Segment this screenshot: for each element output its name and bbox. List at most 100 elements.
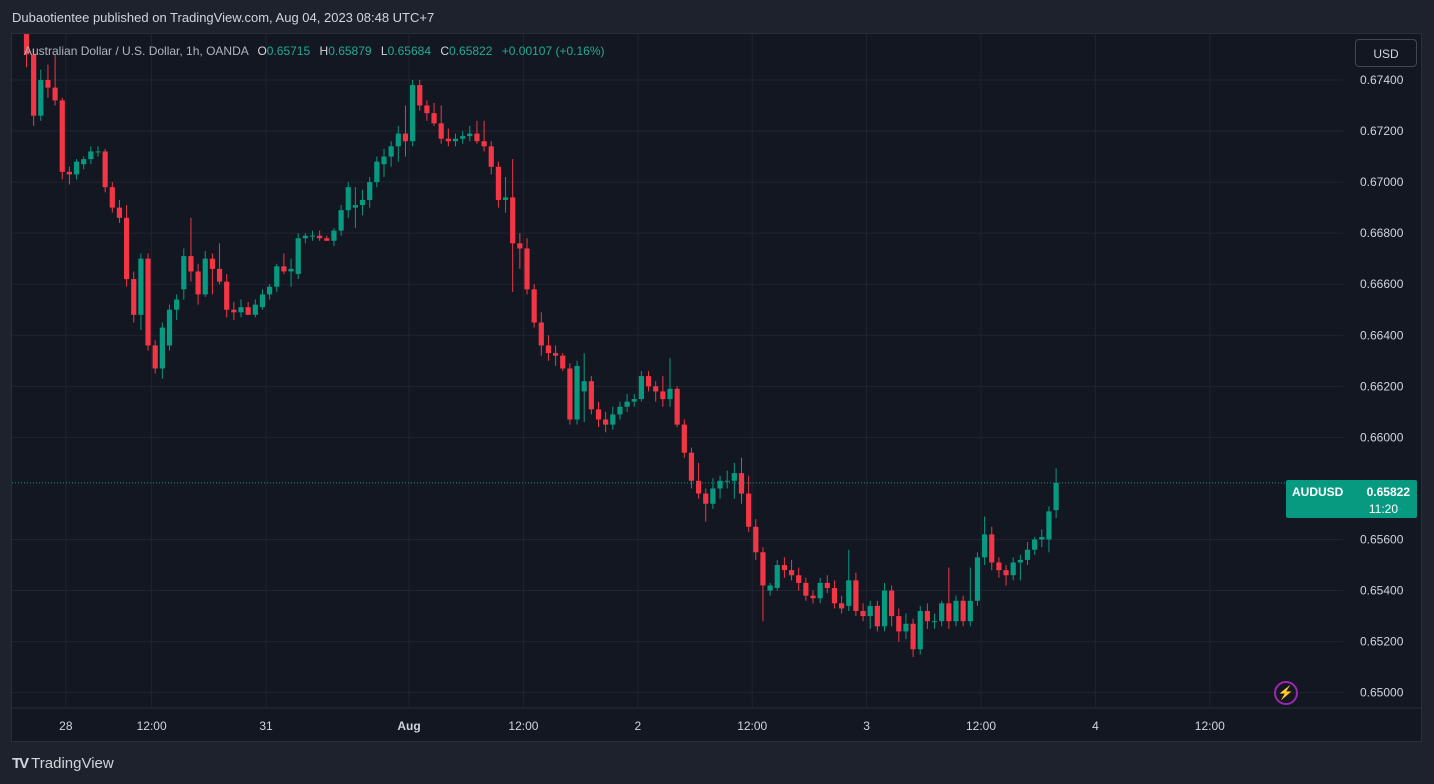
candle-body-down xyxy=(531,289,537,323)
candle-body-down xyxy=(831,588,838,604)
candle-body-down xyxy=(560,355,566,369)
candle-body-down xyxy=(517,243,523,249)
candle-body-up xyxy=(903,623,909,632)
candle-body-up xyxy=(288,268,294,272)
candle-body-up xyxy=(259,294,266,308)
candle-body-down xyxy=(839,603,845,609)
candle-body-up xyxy=(467,133,473,137)
candle-body-down xyxy=(910,623,916,650)
candle-body-up xyxy=(1017,559,1023,563)
candle-body-down xyxy=(152,345,158,369)
candle-body-up xyxy=(238,307,244,313)
brand-name: TradingView xyxy=(31,755,114,772)
time-tick-label: 4 xyxy=(1092,719,1099,733)
time-tick-label: Aug xyxy=(397,719,420,733)
top-bar: Dubaotientee published on TradingView.co… xyxy=(0,0,1434,34)
candle-body-down xyxy=(796,575,802,583)
candle-body-up xyxy=(352,205,358,208)
candle-body-up xyxy=(774,565,780,589)
chart-frame[interactable]: 0.67400 0.67200 0.67000 0.66800 0.66600 0.664… xyxy=(11,33,1422,742)
candle-body-down xyxy=(510,197,516,244)
time-tick-label: 12:00 xyxy=(508,719,538,733)
candle-body-up xyxy=(638,376,644,400)
candle-body-up xyxy=(731,473,737,481)
tradingview-brand[interactable]: TV TradingView xyxy=(12,755,114,772)
change-value: +0.00107 (+0.16%) xyxy=(501,44,605,58)
price-tick-label: 0.66000 xyxy=(1360,430,1404,444)
price-tick-label: 0.66800 xyxy=(1360,226,1404,240)
time-tick-label: 12:00 xyxy=(966,719,996,733)
candle-body-up xyxy=(710,488,716,504)
symbol-title: Australian Dollar / U.S. Dollar, 1h, OAN… xyxy=(24,44,249,58)
open-value: 0.65715 xyxy=(266,44,311,58)
lightning-bolt-icon[interactable]: ⚡ xyxy=(1274,681,1298,705)
candle-body-down xyxy=(746,493,752,527)
time-tick-label: 2 xyxy=(634,719,641,733)
candle-body-up xyxy=(939,603,945,622)
candle-body-down xyxy=(824,582,830,589)
candle-body-up xyxy=(1046,511,1052,540)
candle-body-up xyxy=(931,621,938,623)
candle-body-down xyxy=(1003,570,1009,576)
candle-body-up xyxy=(1024,549,1031,560)
candle-body-up xyxy=(817,582,823,599)
chart-grid xyxy=(12,34,1343,708)
low-value: 0.65684 xyxy=(387,44,431,58)
candle-body-down xyxy=(116,207,123,218)
candle-body-down xyxy=(703,493,709,504)
candle-body-up xyxy=(452,138,459,142)
candle-body-up xyxy=(667,388,673,400)
candle-body-up xyxy=(181,256,187,290)
candle-body-up xyxy=(460,136,466,139)
candle-body-down xyxy=(102,151,108,188)
candle-body-down xyxy=(696,480,702,494)
candle-body-up xyxy=(574,365,580,420)
candle-body-up xyxy=(502,197,509,200)
candle-body-down xyxy=(245,307,251,315)
high-label: H xyxy=(319,44,329,58)
time-tick-label: 12:00 xyxy=(737,719,767,733)
candle-body-up xyxy=(917,610,923,650)
candle-body-down xyxy=(131,279,137,315)
open-label: O xyxy=(257,44,267,58)
candle-body-down xyxy=(445,138,451,142)
currency-button[interactable]: USD xyxy=(1355,39,1417,67)
footer: TV TradingView xyxy=(0,743,1434,784)
candle-body-down xyxy=(45,79,51,88)
candle-body-up xyxy=(159,327,165,369)
candle-body-up xyxy=(1032,539,1038,550)
candle-body-down xyxy=(674,388,680,425)
candle-body-down xyxy=(781,565,787,571)
price-chart[interactable]: 0.67400 0.67200 0.67000 0.66800 0.66600 0.664… xyxy=(12,34,1421,741)
candle-body-down xyxy=(545,345,552,354)
time-tick-label: 12:00 xyxy=(1195,719,1225,733)
price-tick-label: 0.67000 xyxy=(1360,175,1404,189)
candle-body-up xyxy=(81,159,87,165)
candle-body-up xyxy=(967,600,973,622)
candle-body-up xyxy=(867,605,873,617)
candle-body-up xyxy=(624,401,630,407)
candle-body-up xyxy=(374,161,380,183)
candle-body-up xyxy=(953,600,959,622)
candle-body-down xyxy=(524,248,530,290)
candle-body-up xyxy=(881,590,888,627)
candle-body-up xyxy=(982,534,988,558)
bar-countdown: 11:20 xyxy=(1368,502,1398,516)
candle-body-down xyxy=(989,534,995,563)
candle-body-down xyxy=(810,595,816,599)
price-tag-symbol: AUDUSD xyxy=(1292,485,1344,499)
price-axis[interactable]: 0.67400 0.67200 0.67000 0.66800 0.66600 0.664… xyxy=(1360,73,1404,700)
candle-body-up xyxy=(174,299,180,310)
candle-body-up xyxy=(95,151,101,153)
candle-body-down xyxy=(946,603,952,622)
candle-body-up xyxy=(302,235,308,239)
price-tag-price: 0.65822 xyxy=(1366,485,1410,499)
close-label: C xyxy=(440,44,450,58)
candle-body-down xyxy=(417,85,423,106)
candle-body-down xyxy=(538,322,544,346)
time-axis[interactable]: 28 12:00 31 Aug 12:00 2 12:00 3 12:00 4 12:00 xyxy=(59,719,1225,733)
candle-body-down xyxy=(231,309,237,313)
candle-body-down xyxy=(438,123,444,139)
candle-body-up xyxy=(724,480,730,482)
candle-body-up xyxy=(395,133,401,147)
